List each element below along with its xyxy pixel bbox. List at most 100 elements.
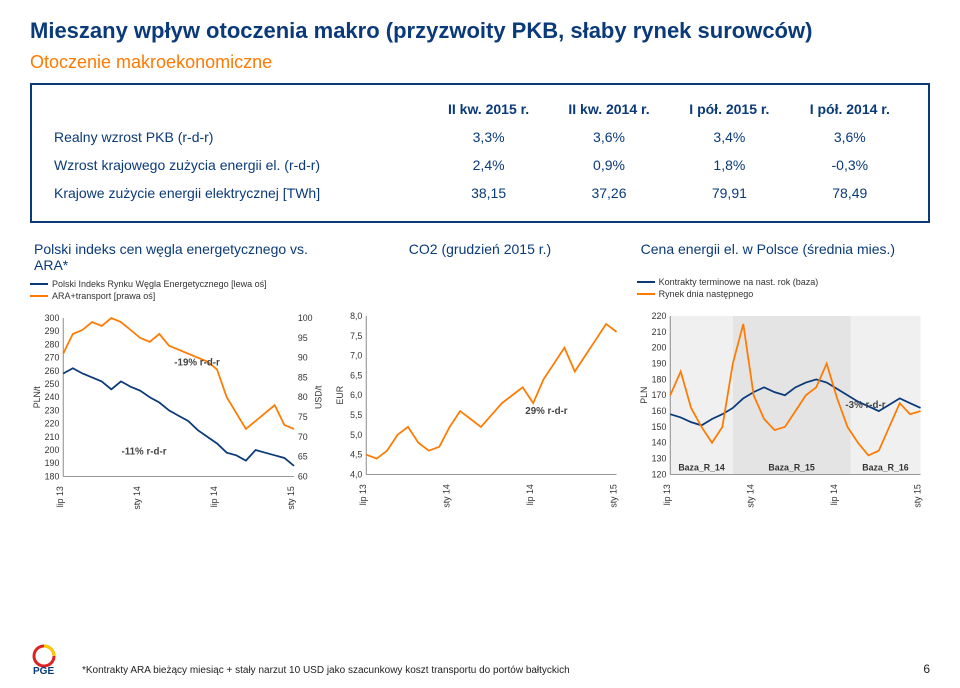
th-1: II kw. 2014 r. xyxy=(549,95,669,123)
legend-swatch xyxy=(30,283,48,285)
svg-text:5,5: 5,5 xyxy=(350,410,362,420)
chart3-title: Cena energii el. w Polsce (średnia mies.… xyxy=(637,241,930,277)
table-row: Wzrost krajowego zużycia energii el. (r-… xyxy=(50,151,910,179)
svg-text:210: 210 xyxy=(651,327,666,337)
cell: 3,3% xyxy=(428,123,548,151)
svg-text:sty 15: sty 15 xyxy=(912,484,922,508)
svg-text:200: 200 xyxy=(651,343,666,353)
svg-text:140: 140 xyxy=(651,438,666,448)
chart-coal: Polski indeks cen węgla energetycznego v… xyxy=(30,241,323,513)
svg-text:190: 190 xyxy=(651,358,666,368)
svg-text:PLN: PLN xyxy=(638,387,648,404)
legend-label: Polski Indeks Rynku Węgla Energetycznego… xyxy=(52,279,267,289)
pge-logo: PGE xyxy=(30,644,72,676)
footnote: *Kontrakty ARA bieżący miesiąc + stały n… xyxy=(82,665,570,676)
macro-table: II kw. 2015 r. II kw. 2014 r. I pół. 201… xyxy=(50,95,910,207)
th-0: II kw. 2015 r. xyxy=(428,95,548,123)
svg-text:60: 60 xyxy=(298,471,308,481)
table-corner xyxy=(50,95,428,123)
cell: 79,91 xyxy=(669,179,789,207)
svg-text:Baza_R_15: Baza_R_15 xyxy=(768,463,814,473)
table-row: Realny wzrost PKB (r-d-r)3,3%3,6%3,4%3,6… xyxy=(50,123,910,151)
svg-text:-3% r-d-r: -3% r-d-r xyxy=(845,400,885,411)
svg-text:lip 13: lip 13 xyxy=(662,484,672,505)
svg-text:8,0: 8,0 xyxy=(350,311,362,321)
cell: 2,4% xyxy=(428,151,548,179)
svg-text:70: 70 xyxy=(298,432,308,442)
page-title: Mieszany wpływ otoczenia makro (przyzwoi… xyxy=(30,18,930,44)
cell: 37,26 xyxy=(549,179,669,207)
svg-text:Baza_R_14: Baza_R_14 xyxy=(678,463,724,473)
svg-text:lip 14: lip 14 xyxy=(209,486,219,507)
svg-text:lip 14: lip 14 xyxy=(829,484,839,505)
svg-text:250: 250 xyxy=(45,379,60,389)
cell: 3,6% xyxy=(549,123,669,151)
svg-text:29% r-d-r: 29% r-d-r xyxy=(526,406,569,417)
svg-text:200: 200 xyxy=(45,445,60,455)
svg-text:USD/t: USD/t xyxy=(313,385,323,409)
svg-text:5,0: 5,0 xyxy=(350,430,362,440)
cell: 3,6% xyxy=(790,123,910,151)
th-3: I pół. 2014 r. xyxy=(790,95,910,123)
svg-text:150: 150 xyxy=(651,422,666,432)
svg-text:4,5: 4,5 xyxy=(350,450,362,460)
svg-text:-19% r-d-r: -19% r-d-r xyxy=(174,358,220,369)
macro-table-box: II kw. 2015 r. II kw. 2014 r. I pół. 201… xyxy=(30,83,930,223)
svg-text:PLN/t: PLN/t xyxy=(32,386,42,409)
cell: -0,3% xyxy=(790,151,910,179)
legend-item: Kontrakty terminowe na nast. rok (baza) xyxy=(637,277,930,287)
chart-energy: Cena energii el. w Polsce (średnia mies.… xyxy=(637,241,930,513)
legend-swatch xyxy=(30,295,48,297)
svg-text:260: 260 xyxy=(45,366,60,376)
svg-text:80: 80 xyxy=(298,392,308,402)
svg-text:130: 130 xyxy=(651,454,666,464)
page-number: 6 xyxy=(923,662,930,676)
chart1-legend: Polski Indeks Rynku Węgla Energetycznego… xyxy=(30,279,323,301)
cell: 78,49 xyxy=(790,179,910,207)
legend-label: ARA+transport [prawa oś] xyxy=(52,291,155,301)
legend-item: Rynek dnia następnego xyxy=(637,289,930,299)
svg-text:sty 14: sty 14 xyxy=(745,484,755,508)
svg-text:240: 240 xyxy=(45,392,60,402)
svg-text:95: 95 xyxy=(298,333,308,343)
svg-text:160: 160 xyxy=(651,406,666,416)
legend-item: Polski Indeks Rynku Węgla Energetycznego… xyxy=(30,279,323,289)
svg-text:4,0: 4,0 xyxy=(350,469,362,479)
row-label: Realny wzrost PKB (r-d-r) xyxy=(50,123,428,151)
svg-text:210: 210 xyxy=(45,432,60,442)
cell: 0,9% xyxy=(549,151,669,179)
th-2: I pół. 2015 r. xyxy=(669,95,789,123)
row-label: Krajowe zużycie energii elektrycznej [TW… xyxy=(50,179,428,207)
svg-text:220: 220 xyxy=(45,419,60,429)
legend-label: Rynek dnia następnego xyxy=(659,289,754,299)
svg-text:90: 90 xyxy=(298,353,308,363)
row-label: Wzrost krajowego zużycia energii el. (r-… xyxy=(50,151,428,179)
svg-text:190: 190 xyxy=(45,458,60,468)
chart2-title: CO2 (grudzień 2015 r.) xyxy=(333,241,626,277)
svg-text:7,0: 7,0 xyxy=(350,351,362,361)
chart2-svg: 4,04,55,05,56,06,57,07,58,0EURlip 13sty … xyxy=(333,301,626,511)
svg-text:-11% r-d-r: -11% r-d-r xyxy=(121,446,166,457)
legend-swatch xyxy=(637,293,655,295)
svg-text:6,5: 6,5 xyxy=(350,370,362,380)
svg-text:100: 100 xyxy=(298,313,313,323)
svg-text:280: 280 xyxy=(45,339,60,349)
cell: 1,8% xyxy=(669,151,789,179)
svg-text:sty 14: sty 14 xyxy=(132,486,142,510)
svg-text:sty 15: sty 15 xyxy=(609,484,619,508)
svg-text:270: 270 xyxy=(45,353,60,363)
svg-text:180: 180 xyxy=(651,374,666,384)
svg-text:Baza_R_16: Baza_R_16 xyxy=(862,463,908,473)
svg-text:65: 65 xyxy=(298,452,308,462)
svg-text:300: 300 xyxy=(45,313,60,323)
svg-text:EUR: EUR xyxy=(335,386,345,405)
table-row: Krajowe zużycie energii elektrycznej [TW… xyxy=(50,179,910,207)
chart3-svg: Baza_R_14Baza_R_15Baza_R_161201301401501… xyxy=(637,301,930,511)
svg-text:7,5: 7,5 xyxy=(350,331,362,341)
svg-text:lip 14: lip 14 xyxy=(525,484,535,505)
cell: 38,15 xyxy=(428,179,548,207)
svg-text:lip 13: lip 13 xyxy=(55,486,65,507)
chart3-legend: Kontrakty terminowe na nast. rok (baza) R… xyxy=(637,277,930,299)
legend-item: ARA+transport [prawa oś] xyxy=(30,291,323,301)
svg-text:75: 75 xyxy=(298,412,308,422)
